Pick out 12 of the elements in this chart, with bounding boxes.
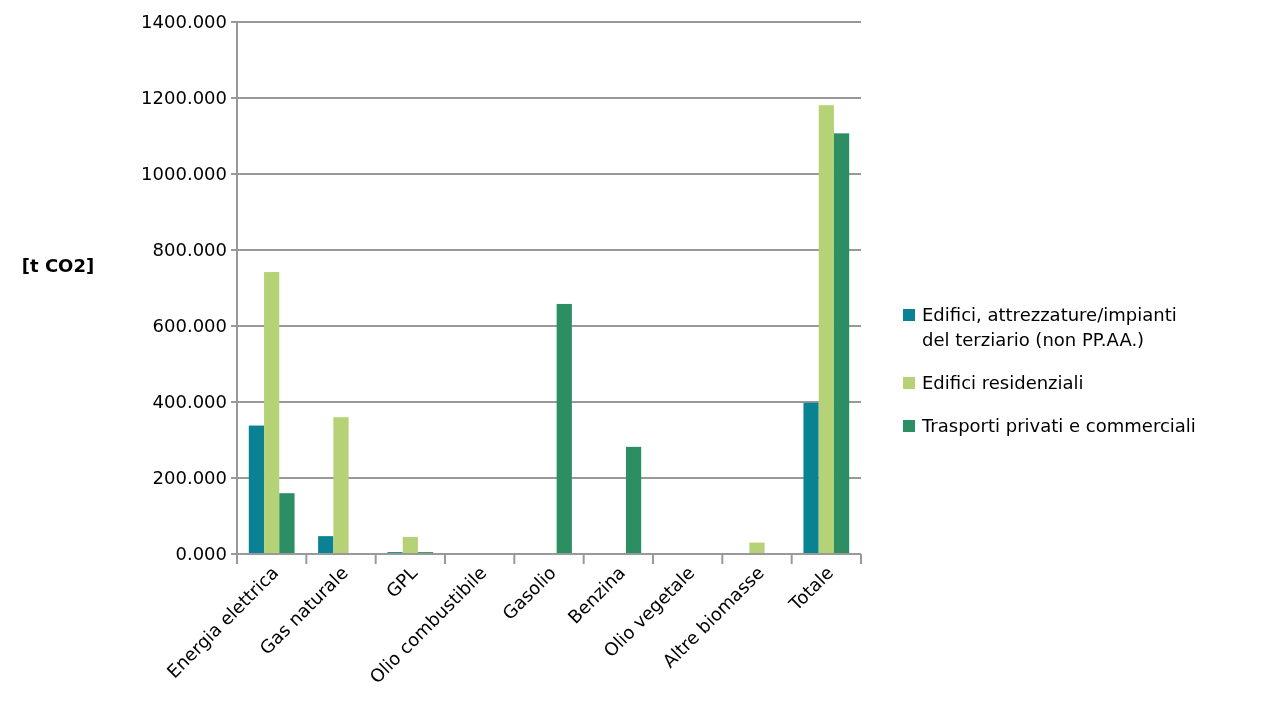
y-tick-label: 800.000: [152, 239, 227, 261]
legend-label: Trasporti privati e commerciali: [921, 415, 1196, 436]
legend-label: Edifici residenziali: [922, 372, 1084, 393]
y-axis-title: [t CO2]: [21, 255, 95, 276]
y-tick-label: 1400.000: [141, 11, 227, 33]
y-tick-label: 200.000: [152, 467, 227, 489]
y-tick-label: 600.000: [152, 315, 227, 337]
y-tick-label: 1200.000: [141, 87, 227, 109]
legend-label: Edifici, attrezzature/impianti del terziario (non PP.AA.): [922, 304, 1177, 350]
y-tick-label: 1000.000: [141, 163, 227, 185]
y-tick-label: 400.000: [152, 391, 227, 413]
y-tick-label: 0.000: [175, 543, 227, 565]
